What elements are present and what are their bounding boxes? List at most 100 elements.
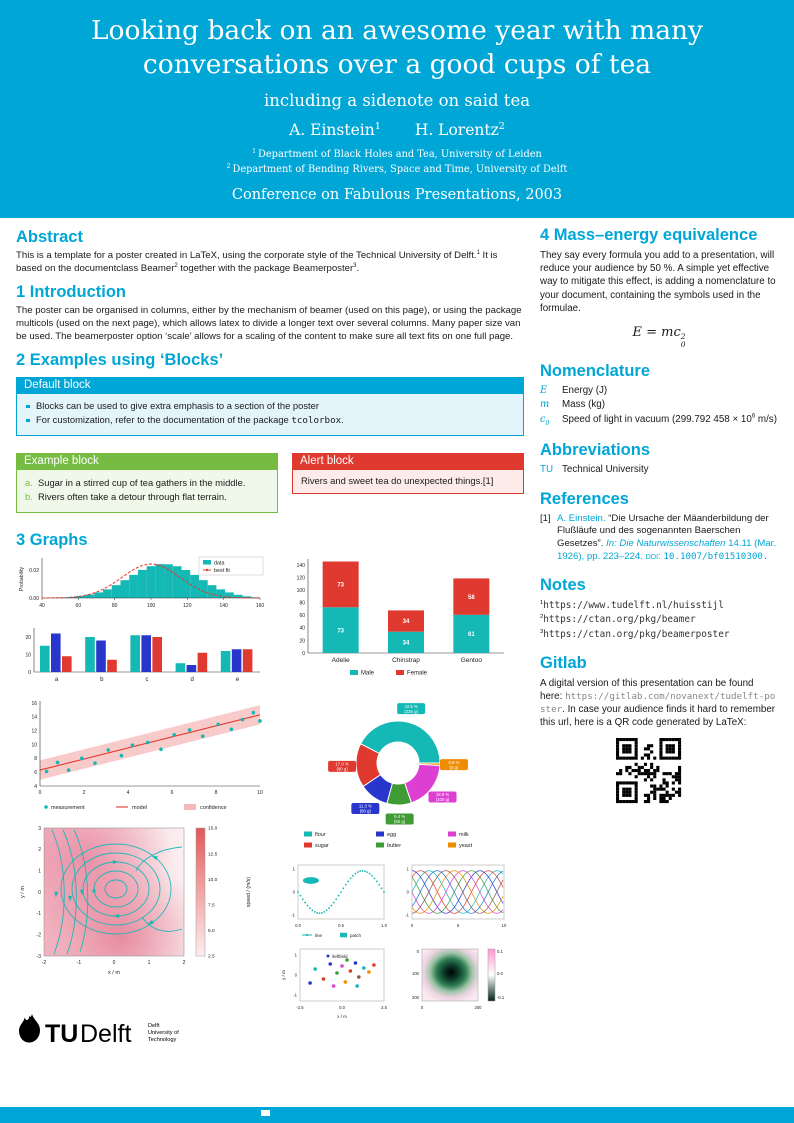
svg-text:15.0: 15.0 bbox=[208, 826, 218, 832]
svg-text:140: 140 bbox=[219, 603, 228, 609]
note-url[interactable]: https://ctan.org/pkg/beamerposter bbox=[543, 628, 730, 640]
svg-text:1: 1 bbox=[293, 866, 296, 871]
svg-text:-0.1: -0.1 bbox=[497, 995, 505, 1000]
abstract-text: This is a template for a poster created … bbox=[16, 249, 498, 274]
svg-text:(60 g): (60 g) bbox=[360, 809, 372, 814]
svg-text:University of: University of bbox=[148, 1030, 179, 1036]
example-item-b: Rivers often take a detour through flat … bbox=[25, 491, 227, 503]
svg-text:7.5: 7.5 bbox=[208, 902, 215, 908]
doi-link[interactable]: 10.1007/bf01510300. bbox=[663, 550, 769, 562]
svg-text:120: 120 bbox=[183, 603, 192, 609]
abbreviations-heading: Abbreviations bbox=[540, 440, 651, 459]
svg-text:measurement: measurement bbox=[51, 805, 85, 811]
mass-energy-formula: E = mc 2 0 bbox=[632, 324, 686, 349]
introduction-heading: 1 Introduction bbox=[16, 283, 126, 302]
svg-text:0: 0 bbox=[293, 889, 296, 894]
tudelft-logo: TU Delft Delft University of Technology bbox=[16, 1011, 268, 1053]
notes-heading: Notes bbox=[540, 576, 586, 595]
donut-chart: 42.5 %(225 g) 17.0 %(90 g) 11.3 %(60 g) 9.4… bbox=[304, 702, 473, 849]
svg-text:2: 2 bbox=[83, 790, 86, 796]
svg-text:confidence: confidence bbox=[200, 805, 227, 811]
svg-text:0: 0 bbox=[421, 1005, 424, 1010]
stacked-bar-chart: 0 20 40 60 80 100 120 140 Adelie 73 73 Chinstrap 34 3… bbox=[297, 558, 504, 676]
introduction-text: The poster can be organised in columns, … bbox=[16, 305, 522, 342]
authors-line: A. Einstein1 H. Lorentz2 bbox=[289, 120, 505, 139]
gitlab-text: A digital version of this presentation c… bbox=[540, 677, 776, 729]
svg-text:sugar: sugar bbox=[315, 843, 329, 849]
tudelft-logo-graphic: TU Delft Delft University of Technology bbox=[19, 1013, 179, 1048]
svg-text:11.3 %: 11.3 % bbox=[359, 804, 372, 809]
note-url[interactable]: https://www.tudelft.nl/huisstijl bbox=[543, 600, 724, 612]
right-column: 4 Mass–energy equivalence They say every… bbox=[540, 226, 778, 1053]
svg-text:yeast: yeast bbox=[459, 843, 473, 849]
svg-text:0.02: 0.02 bbox=[29, 568, 39, 574]
svg-text:4: 4 bbox=[127, 790, 130, 796]
footer-notch bbox=[261, 1110, 270, 1116]
svg-text:20: 20 bbox=[299, 638, 305, 644]
references-heading: References bbox=[540, 489, 629, 508]
svg-text:10: 10 bbox=[25, 652, 31, 658]
svg-text:8: 8 bbox=[215, 790, 218, 796]
example-block-title: Example block bbox=[16, 452, 278, 470]
abbreviation-row: TU Technical University bbox=[540, 463, 649, 475]
svg-text:5: 5 bbox=[457, 923, 460, 928]
svg-text:14: 14 bbox=[31, 715, 37, 721]
svg-text:-1: -1 bbox=[291, 912, 295, 917]
svg-text:b: b bbox=[100, 677, 104, 683]
svg-text:model: model bbox=[132, 805, 147, 811]
svg-text:60: 60 bbox=[76, 603, 82, 609]
svg-text:milk: milk bbox=[459, 832, 469, 838]
nomenclature-row: m Mass (kg) bbox=[540, 399, 606, 411]
svg-text:x / m: x / m bbox=[108, 970, 120, 976]
svg-text:140: 140 bbox=[297, 563, 306, 569]
regression-chart: 0 2 4 6 8 10 4 6 8 10 12 14 16 measurement model confid… bbox=[31, 701, 263, 811]
svg-text:160: 160 bbox=[256, 603, 265, 609]
svg-text:0: 0 bbox=[407, 889, 410, 894]
svg-text:100: 100 bbox=[412, 971, 420, 976]
svg-text:-1: -1 bbox=[77, 960, 82, 966]
svg-text:10: 10 bbox=[31, 742, 37, 748]
svg-text:y / m: y / m bbox=[281, 970, 286, 980]
svg-text:12.5: 12.5 bbox=[208, 851, 218, 857]
qr-code bbox=[614, 735, 684, 806]
svg-text:0.0: 0.0 bbox=[295, 923, 301, 928]
svg-text:58: 58 bbox=[468, 595, 475, 601]
default-block-item-1: Blocks can be used to give extra emphasi… bbox=[25, 400, 515, 413]
svg-text:Gentoo: Gentoo bbox=[461, 657, 483, 664]
nomenclature-section: Nomenclature E Energy (J) m Mass (kg) c0 S… bbox=[540, 362, 778, 428]
gitlab-heading: Gitlab bbox=[540, 653, 587, 672]
alert-block-text: Rivers and sweet tea do unexpected thing… bbox=[292, 469, 524, 495]
svg-text:Chinstrap: Chinstrap bbox=[392, 657, 420, 664]
svg-text:Male: Male bbox=[361, 670, 375, 676]
svg-text:100: 100 bbox=[297, 588, 306, 594]
svg-text:8: 8 bbox=[34, 756, 37, 762]
references-section: References [1] A. Einstein. “Die Ursache… bbox=[540, 490, 778, 564]
example-item-a: Sugar in a stirred cup of tea gathers in… bbox=[25, 476, 246, 489]
svg-text:0.1: 0.1 bbox=[497, 949, 503, 954]
gitlab-section: Gitlab A digital version of this present… bbox=[540, 654, 778, 811]
default-block-title: Default block bbox=[16, 377, 524, 395]
svg-text:e: e bbox=[236, 677, 240, 683]
svg-text:34: 34 bbox=[403, 619, 410, 625]
svg-text:10: 10 bbox=[502, 923, 507, 928]
svg-text:a: a bbox=[55, 677, 59, 683]
svg-text:6: 6 bbox=[171, 790, 174, 796]
gitlab-link[interactable]: https://gitlab.com/novanext/tudelft-post… bbox=[540, 690, 776, 716]
svg-text:100: 100 bbox=[147, 603, 156, 609]
poster-body: Abstract This is a template for a poster… bbox=[0, 218, 794, 1053]
svg-text:Delft: Delft bbox=[148, 1023, 160, 1029]
left-column: Abstract This is a template for a poster… bbox=[16, 226, 524, 1053]
graphs-grid: 40 60 80 100 120 140 160 0.00 0.02 Probability dat… bbox=[16, 553, 524, 1053]
svg-text:0.9 %: 0.9 % bbox=[448, 760, 459, 765]
svg-text:42.5 %: 42.5 % bbox=[404, 704, 418, 709]
svg-text:x / m: x / m bbox=[337, 1014, 347, 1019]
svg-text:-3: -3 bbox=[37, 954, 42, 960]
poster-title: Looking back on an awesome year with man… bbox=[90, 15, 704, 80]
note-url[interactable]: https://ctan.org/pkg/beamer bbox=[543, 614, 696, 626]
svg-text:10.0: 10.0 bbox=[208, 877, 218, 883]
mass-energy-section: 4 Mass–energy equivalence They say every… bbox=[540, 226, 778, 348]
svg-text:butter: butter bbox=[387, 843, 401, 849]
svg-text:(50 g): (50 g) bbox=[394, 819, 406, 824]
svg-text:80: 80 bbox=[299, 601, 305, 607]
